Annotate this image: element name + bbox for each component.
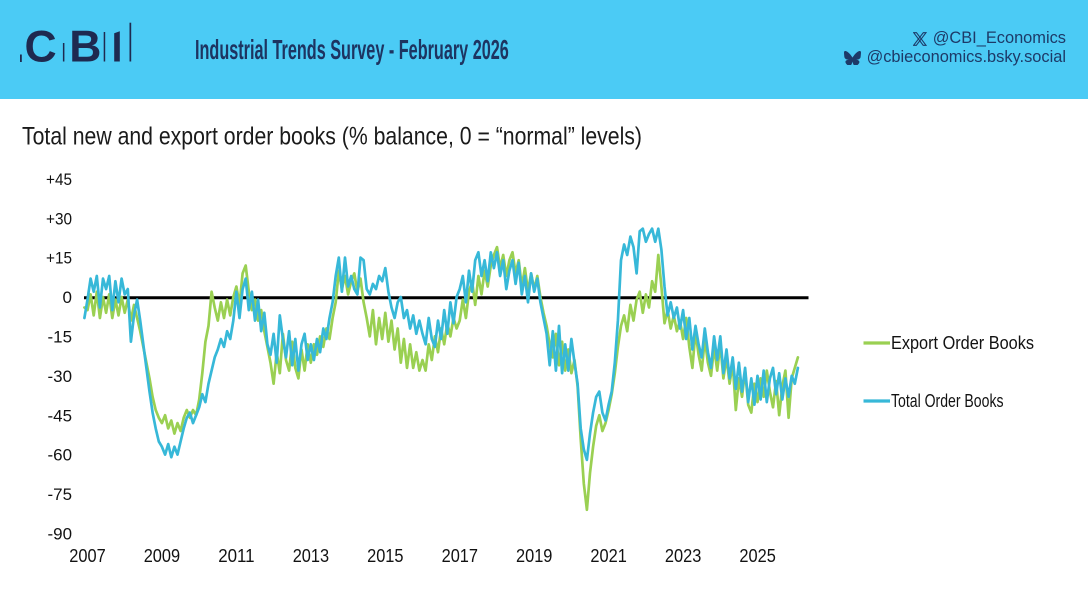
svg-text:+15: +15 [46,249,72,268]
svg-text:C: C [25,22,57,71]
svg-text:2015: 2015 [367,546,403,566]
svg-text:2023: 2023 [665,546,701,566]
svg-text:0: 0 [63,288,72,307]
svg-text:2017: 2017 [442,546,478,566]
svg-text:2025: 2025 [739,546,775,566]
svg-text:-60: -60 [48,446,73,465]
svg-text:-15: -15 [48,328,73,347]
svg-text:Total new and export order boo: Total new and export order books (% bala… [22,123,642,151]
svg-text:+45: +45 [46,170,72,189]
svg-text:2011: 2011 [218,546,254,566]
svg-text:2009: 2009 [144,546,180,566]
svg-text:Export Order Books: Export Order Books [891,333,1034,353]
svg-text:2007: 2007 [69,546,105,566]
svg-text:Total Order Books: Total Order Books [891,391,1004,411]
svg-text:B: B [69,22,101,71]
svg-text:-45: -45 [48,406,73,425]
svg-text:-30: -30 [48,367,73,386]
svg-text:2021: 2021 [590,546,626,566]
svg-text:2019: 2019 [516,546,552,566]
svg-text:-75: -75 [48,485,73,504]
svg-text:-90: -90 [48,525,73,544]
svg-text:2013: 2013 [293,546,329,566]
svg-text:+30: +30 [46,209,72,228]
